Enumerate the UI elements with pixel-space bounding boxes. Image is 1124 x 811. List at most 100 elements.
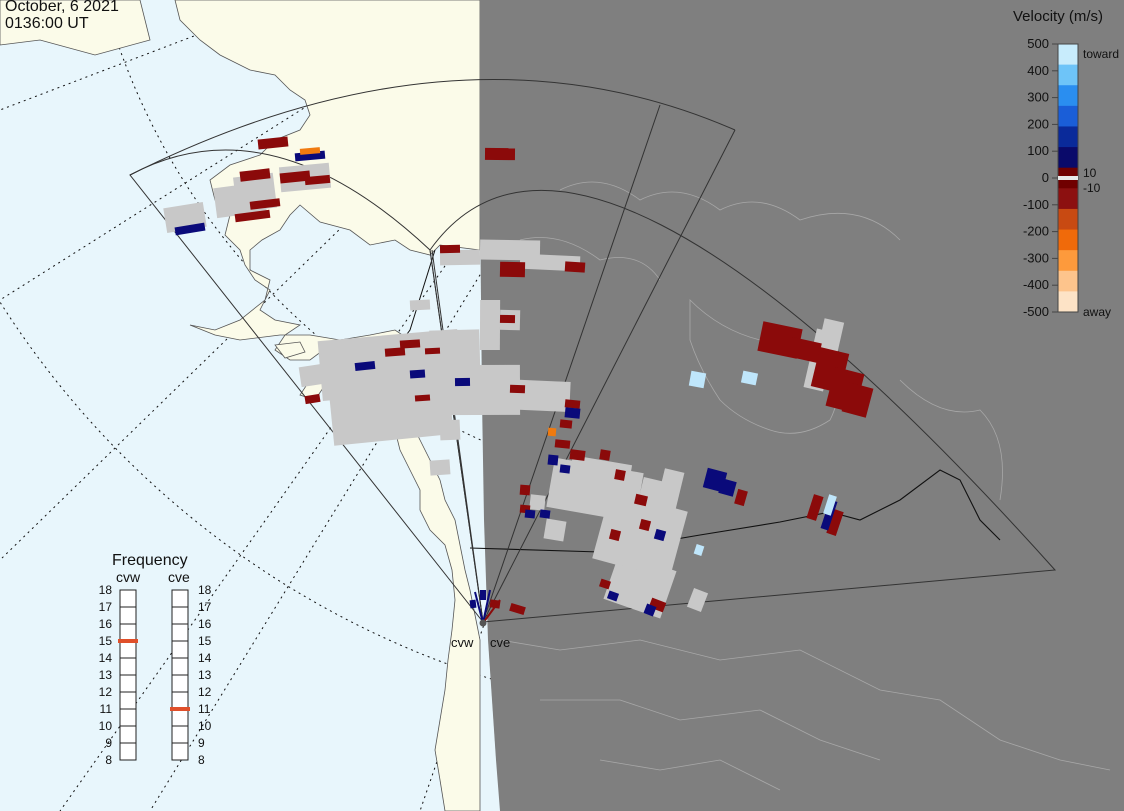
toward-velocity-cell: [469, 599, 477, 609]
toward-velocity-cell: [547, 454, 559, 466]
away-velocity-cell: [614, 469, 626, 481]
land-island-kodiak: [274, 341, 306, 359]
ground-scatter-cell: [439, 249, 481, 266]
away-velocity-cell: [569, 449, 586, 461]
frequency-radar-cvw: cvw: [116, 569, 141, 585]
away-velocity-cell: [499, 314, 516, 324]
velocity-title: Velocity (m/s): [1013, 8, 1103, 25]
colorbar-cell: [1058, 291, 1078, 313]
scatter-layer: [163, 136, 874, 624]
frequency-tick-right: 13: [198, 668, 212, 682]
colorbar-cell: [1058, 85, 1078, 107]
frequency-tick-left: 14: [99, 651, 113, 665]
toward-velocity-cell: [539, 509, 551, 519]
away-velocity-cell: [439, 244, 461, 254]
frequency-tick-right: 15: [198, 634, 212, 648]
frequency-tick-left: 9: [105, 736, 112, 750]
velocity-tick-label: -100: [1023, 197, 1049, 212]
toward-velocity-cell: [409, 369, 426, 379]
velocity-tick-label: -200: [1023, 224, 1049, 239]
away-velocity-cell: [399, 339, 421, 349]
away-velocity-cell: [734, 488, 748, 507]
velocity-tick-label: 300: [1027, 90, 1049, 105]
site-label-cvw: cvw: [451, 635, 474, 650]
near-range-beam: [482, 589, 491, 624]
frequency-tick-right: 10: [198, 719, 212, 733]
fast-toward-cell: [740, 370, 759, 386]
tick-minus-ten: -10: [1083, 181, 1101, 195]
away-velocity-cell: [249, 198, 281, 210]
away-velocity-cell: [234, 209, 271, 223]
timestamp-date: October, 6 2021: [5, 0, 119, 15]
away-velocity-cell: [599, 449, 611, 461]
frequency-marker-cve: [170, 707, 190, 711]
ground-scatter-cell: [686, 587, 709, 613]
colorbar-cell: [1058, 126, 1078, 148]
fast-toward-cell: [688, 370, 707, 389]
away-velocity-cell: [638, 518, 652, 532]
frequency-tick-right: 18: [198, 583, 212, 597]
away-velocity-cell: [806, 494, 824, 521]
toward-velocity-cell: [480, 590, 486, 600]
site-label-cve: cve: [490, 635, 510, 650]
fast-away-cell: [299, 147, 321, 155]
fast-toward-cell: [823, 494, 837, 516]
toward-velocity-cell: [559, 464, 571, 474]
site-marker: [479, 619, 487, 627]
away-velocity-cell: [484, 147, 516, 161]
colorbar-cell: [1058, 147, 1078, 169]
away-velocity-cell: [648, 597, 667, 613]
frequency-tick-left: 16: [99, 617, 113, 631]
land-alaska-west-coast: [0, 0, 481, 811]
frequency-tick-left: 15: [99, 634, 113, 648]
velocity-tick-label: -400: [1023, 277, 1049, 292]
ground-scatter-cell: [479, 299, 501, 351]
toward-velocity-cell: [564, 407, 581, 419]
velocity-tick-label: 200: [1027, 116, 1049, 131]
ground-scatter-cell: [567, 455, 633, 495]
away-velocity-cell: [788, 337, 822, 363]
radar-sites: cvw cve: [451, 619, 510, 650]
away-velocity-cell: [257, 136, 289, 150]
away-velocity-cell: [554, 439, 571, 449]
colorbar-zero-band: [1058, 176, 1078, 180]
away-velocity-cell: [424, 347, 441, 355]
velocity-tick-label: -500: [1023, 304, 1049, 319]
ground-scatter-cell: [479, 377, 571, 413]
frequency-title: Frequency: [112, 552, 188, 569]
away-velocity-cell: [509, 384, 526, 394]
frequency-tick-right: 14: [198, 651, 212, 665]
frequency-panel: Frequency cvw cve 18 18 17 17 16 16 15 15 14 14 13…: [99, 552, 212, 767]
ground-scatter-cell: [409, 299, 431, 311]
toward-velocity-cell: [354, 360, 376, 372]
away-velocity-cell: [509, 602, 526, 616]
toward-label: toward: [1083, 47, 1119, 61]
ground-scatter-cell: [529, 494, 546, 511]
velocity-tick-label: -300: [1023, 250, 1049, 265]
toward-velocity-cell: [653, 528, 667, 542]
toward-velocity-cell: [718, 478, 737, 497]
colorbar-cell: [1058, 188, 1078, 210]
velocity-tick-label: 500: [1027, 36, 1049, 51]
colorbar-cell: [1058, 44, 1078, 66]
colorbar-cell: [1058, 105, 1078, 127]
frequency-tick-left: 18: [99, 583, 113, 597]
away-velocity-cell: [414, 394, 431, 402]
away-velocity-cell: [384, 347, 406, 357]
away-velocity-cell: [634, 493, 648, 507]
velocity-colorbar: Velocity (m/s) 500 400 300 200 100 0 -100 -200 -…: [1013, 8, 1119, 319]
frequency-tick-right: 17: [198, 600, 212, 614]
away-velocity-cell: [519, 484, 531, 496]
frequency-tick-right: 9: [198, 736, 205, 750]
ground-scatter-cell: [439, 419, 461, 441]
velocity-tick-label: 400: [1027, 63, 1049, 78]
colorbar-cell: [1058, 208, 1078, 231]
away-velocity-cell: [499, 261, 526, 278]
away-velocity-cell: [304, 393, 321, 405]
tick-plus-ten: 10: [1083, 166, 1097, 180]
frequency-tick-right: 11: [198, 702, 211, 716]
frequency-tick-right: 16: [198, 617, 212, 631]
colorbar-cell: [1058, 229, 1078, 251]
timestamp-time: 0136:00 UT: [5, 15, 89, 32]
